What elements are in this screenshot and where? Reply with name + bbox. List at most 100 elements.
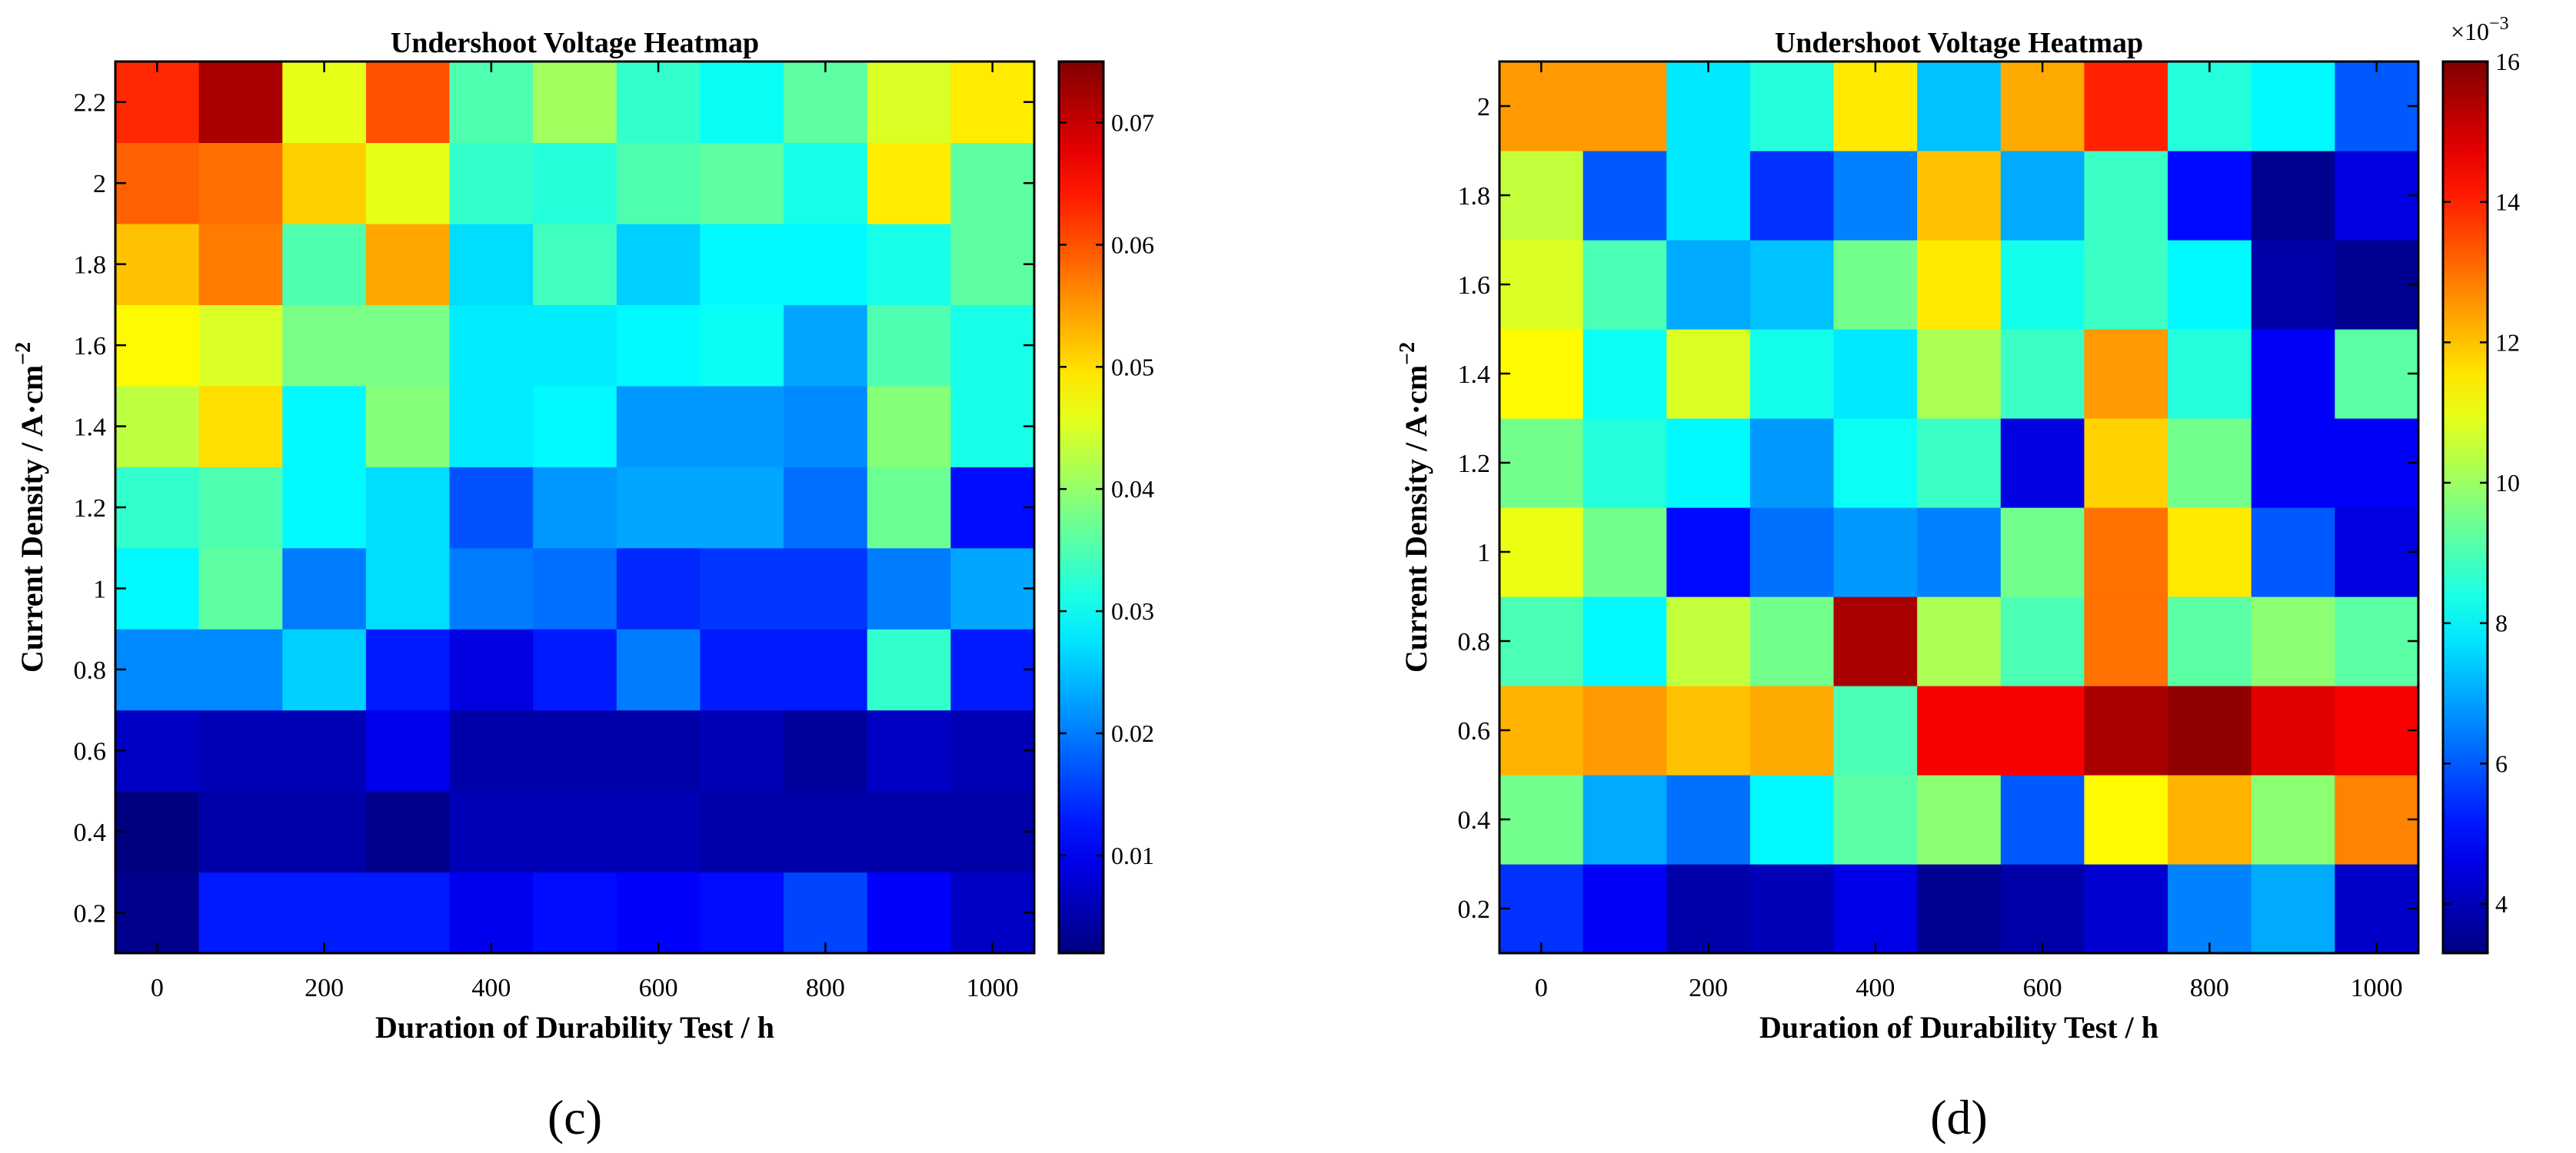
- heatmap-cell: [2251, 151, 2335, 241]
- heatmap-cell: [1583, 61, 1667, 151]
- heatmap-cell: [1749, 864, 1835, 954]
- heatmap-cell: [616, 304, 701, 387]
- heatmap-cell: [616, 142, 701, 224]
- y-tick-label: 0.4: [1458, 806, 1491, 835]
- heatmap-cell: [365, 629, 451, 711]
- heatmap-cell: [449, 385, 534, 467]
- x-axis-label: Duration of Durability Test / h: [375, 1010, 774, 1045]
- heatmap-cell: [2168, 240, 2252, 330]
- colorbar-exponent-power: −3: [2489, 14, 2509, 34]
- heatmap-cell: [700, 385, 784, 467]
- heatmap-cell: [115, 467, 200, 549]
- heatmap-cell: [1583, 240, 1667, 330]
- x-axis: 0 200 400 600 800 1000: [1535, 61, 2403, 1002]
- heatmap-cell: [198, 709, 283, 792]
- y-axis-label-main: Current Density / A·cm: [15, 365, 49, 673]
- heatmap-cell: [1749, 507, 1835, 597]
- heatmap-cell: [950, 61, 1035, 144]
- heatmap-cell: [1917, 151, 2002, 241]
- y-tick-label: 0.2: [74, 899, 107, 928]
- heatmap-cell: [282, 304, 367, 387]
- heatmap-cell: [449, 629, 534, 711]
- x-tick-label: 400: [471, 974, 511, 1002]
- y-axis-label: Current Density / A·cm−2: [12, 342, 49, 673]
- y-tick-label: 1: [93, 575, 106, 603]
- heatmap-cells: [115, 61, 1035, 954]
- heatmap-cell: [365, 385, 451, 467]
- y-tick-label: 1.2: [1458, 450, 1491, 478]
- y-axis-label-main: Current Density / A·cm: [1399, 365, 1433, 673]
- heatmap-cell: [2335, 61, 2419, 151]
- heatmap-cell: [1749, 329, 1835, 419]
- heatmap-cell: [950, 223, 1035, 305]
- heatmap-cell: [115, 142, 200, 224]
- heatmap-cell: [2084, 151, 2168, 241]
- heatmap-cell: [2251, 775, 2335, 865]
- heatmap-cell: [365, 709, 451, 792]
- heatmap-cell: [1583, 418, 1667, 508]
- heatmap-cell: [784, 223, 868, 305]
- heatmap-cell: [2084, 418, 2168, 508]
- y-tick-label: 2: [93, 170, 106, 198]
- colorbar-exponent-base: ×10: [2451, 18, 2489, 45]
- heatmap-cell: [2000, 864, 2085, 954]
- heatmap-cell: [700, 61, 784, 144]
- heatmap-cell: [1499, 864, 1584, 954]
- y-axis-label-superscript: −2: [12, 342, 35, 365]
- heatmap-cell: [282, 872, 367, 954]
- heatmap-cell: [950, 709, 1035, 792]
- y-tick-label: 0.2: [1458, 895, 1491, 924]
- heatmap-cell: [700, 791, 784, 873]
- heatmap-cell: [950, 467, 1035, 549]
- heatmap-cell: [533, 872, 617, 954]
- heatmap-cell: [1833, 418, 1918, 508]
- colorbar-tick-label: 0.07: [1111, 108, 1154, 136]
- heatmap-cell: [1833, 507, 1918, 597]
- heatmap-cell: [2251, 61, 2335, 151]
- heatmap-cell: [2000, 329, 2085, 419]
- heatmap-cell: [1499, 329, 1584, 419]
- heatmap-cell: [2335, 329, 2419, 419]
- heatmap-cell: [198, 872, 283, 954]
- heatmap-cell: [950, 304, 1035, 387]
- heatmap-cell: [2251, 240, 2335, 330]
- heatmap-cell: [2251, 864, 2335, 954]
- colorbar-tick-label: 14: [2495, 188, 2520, 216]
- heatmap-cell: [2251, 596, 2335, 686]
- panel-d: 0 200 400 600 800 1000 0.2 0.4 0.6 0.8 1 1.2 1.4 1.6 1…: [1396, 14, 2520, 1145]
- heatmap-cell: [1666, 507, 1751, 597]
- heatmap-cell: [1583, 775, 1667, 865]
- y-tick-label: 1: [1477, 539, 1490, 567]
- heatmap-cell: [700, 709, 784, 792]
- heatmap-cell: [449, 791, 534, 873]
- heatmap-cell: [950, 791, 1035, 873]
- heatmap-cell: [1583, 151, 1667, 241]
- heatmap-cell: [1666, 864, 1751, 954]
- axes-frame: [1498, 60, 2420, 955]
- heatmap-cell: [1499, 61, 1584, 151]
- y-tick-label: 0.8: [1458, 628, 1491, 656]
- heatmap-cell: [867, 467, 951, 549]
- colorbar-tick-label: 16: [2495, 48, 2520, 75]
- colorbar: 0.01 0.02 0.03 0.04 0.05 0.06 0.07: [1057, 60, 1154, 955]
- heatmap-cell: [1666, 686, 1751, 776]
- heatmap-cell: [700, 142, 784, 224]
- y-tick-label: 0.6: [1458, 717, 1491, 746]
- heatmap-cell: [533, 142, 617, 224]
- heatmap-cell: [533, 304, 617, 387]
- x-tick-label: 600: [2023, 974, 2062, 1002]
- heatmap-cell: [1917, 240, 2002, 330]
- heatmap-cell: [1666, 775, 1751, 865]
- y-tick-label: 0.4: [74, 819, 107, 847]
- heatmap-cell: [1666, 240, 1751, 330]
- heatmap-cell: [1917, 864, 2002, 954]
- heatmap-cell: [282, 709, 367, 792]
- heatmap-cell: [2000, 775, 2085, 865]
- heatmap-cell: [282, 61, 367, 144]
- heatmap-cell: [1749, 240, 1835, 330]
- heatmap-cell: [115, 223, 200, 305]
- heatmap-cell: [616, 791, 701, 873]
- heatmap-cell: [867, 142, 951, 224]
- x-axis: 0 200 400 600 800 1000: [151, 61, 1019, 1002]
